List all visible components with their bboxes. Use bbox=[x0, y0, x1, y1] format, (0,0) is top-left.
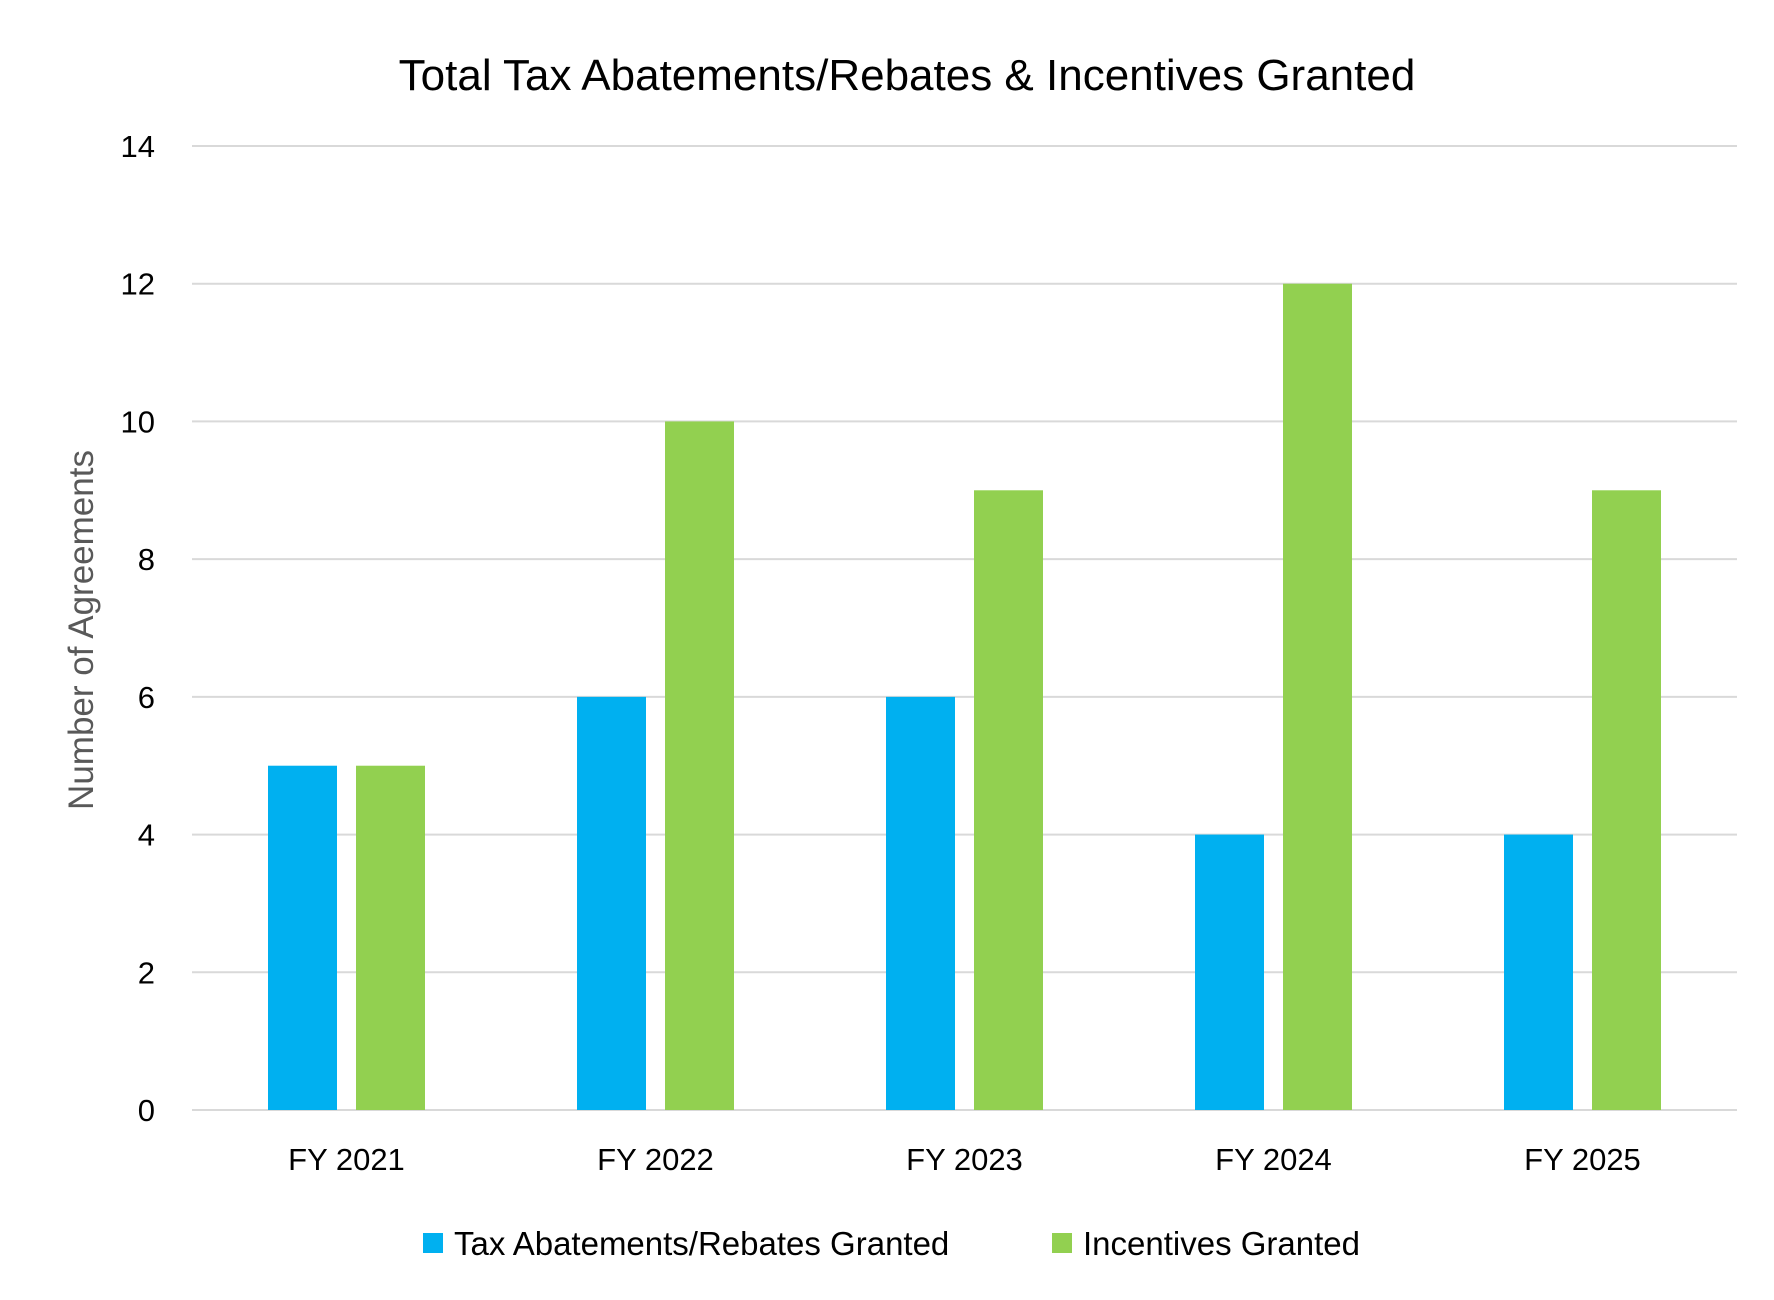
x-tick-label: FY 2023 bbox=[906, 1142, 1023, 1177]
y-tick-label: 10 bbox=[121, 404, 155, 439]
chart-title: Total Tax Abatements/Rebates & Incentive… bbox=[399, 51, 1416, 100]
bar-incentives-1 bbox=[665, 421, 734, 1110]
x-tick-label: FY 2025 bbox=[1524, 1142, 1641, 1177]
bar-incentives-2 bbox=[974, 490, 1043, 1110]
y-tick-label: 8 bbox=[138, 542, 155, 577]
legend: Tax Abatements/Rebates Granted Incentives… bbox=[423, 1225, 1360, 1262]
y-tick-label: 4 bbox=[138, 818, 155, 853]
y-tick-label: 6 bbox=[138, 680, 155, 715]
x-axis-ticks: FY 2021 FY 2022 FY 2023 FY 2024 FY 2025 bbox=[288, 1142, 1641, 1177]
y-tick-label: 0 bbox=[138, 1093, 155, 1128]
y-tick-label: 14 bbox=[121, 129, 155, 164]
legend-swatch-incentives bbox=[1052, 1233, 1072, 1253]
x-tick-label: FY 2024 bbox=[1215, 1142, 1332, 1177]
y-tick-label: 2 bbox=[138, 955, 155, 990]
legend-swatch-tax-abatements bbox=[423, 1233, 443, 1253]
bar-tax-abatements-2 bbox=[886, 696, 955, 1110]
legend-label-tax-abatements: Tax Abatements/Rebates Granted bbox=[454, 1225, 949, 1262]
x-tick-label: FY 2021 bbox=[288, 1142, 405, 1177]
y-axis-label: Number of Agreements bbox=[62, 450, 101, 810]
gridlines bbox=[192, 145, 1737, 1111]
bars bbox=[268, 283, 1661, 1110]
bar-tax-abatements-3 bbox=[1195, 834, 1264, 1110]
bar-incentives-0 bbox=[356, 765, 425, 1110]
bar-tax-abatements-4 bbox=[1504, 834, 1573, 1110]
bar-tax-abatements-1 bbox=[577, 696, 646, 1110]
legend-label-incentives: Incentives Granted bbox=[1083, 1225, 1360, 1262]
y-axis-ticks: 0 2 4 6 8 10 12 14 bbox=[121, 129, 155, 1128]
bar-incentives-3 bbox=[1283, 283, 1352, 1110]
bar-incentives-4 bbox=[1592, 490, 1661, 1110]
y-tick-label: 12 bbox=[121, 267, 155, 302]
x-tick-label: FY 2022 bbox=[597, 1142, 714, 1177]
bar-tax-abatements-0 bbox=[268, 765, 337, 1110]
